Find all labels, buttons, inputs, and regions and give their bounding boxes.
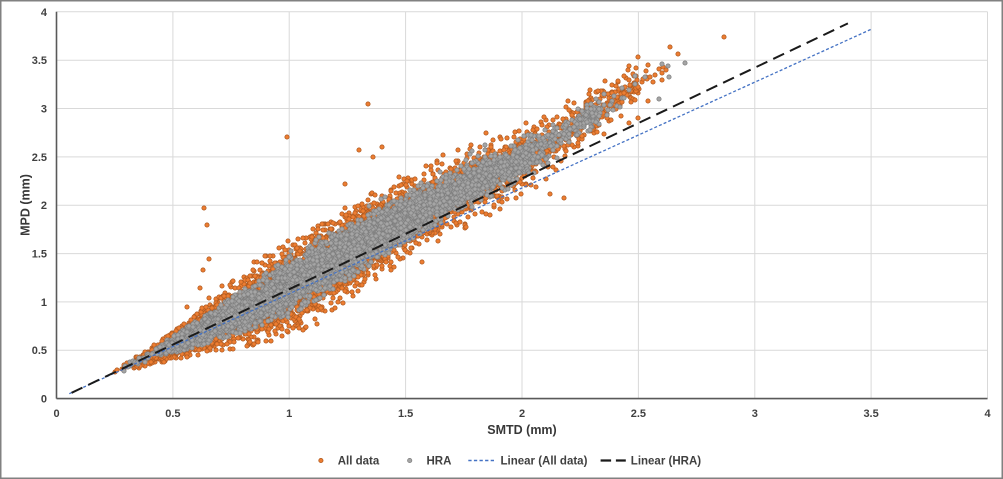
svg-text:SMTD (mm): SMTD (mm): [487, 423, 556, 437]
svg-text:1.5: 1.5: [32, 249, 47, 261]
svg-text:HRA: HRA: [427, 456, 452, 468]
svg-text:2.5: 2.5: [32, 152, 47, 164]
svg-text:4: 4: [984, 408, 991, 420]
svg-text:0: 0: [41, 394, 47, 406]
svg-text:4: 4: [41, 7, 48, 19]
svg-text:1: 1: [41, 297, 47, 309]
svg-text:Linear (All data): Linear (All data): [501, 456, 588, 468]
svg-text:3: 3: [752, 408, 758, 420]
svg-text:2: 2: [41, 200, 47, 212]
svg-text:2.5: 2.5: [631, 408, 646, 420]
svg-text:1: 1: [286, 408, 292, 420]
svg-text:3: 3: [41, 104, 47, 116]
svg-text:MPD (mm): MPD (mm): [19, 174, 33, 236]
svg-text:0.5: 0.5: [32, 345, 47, 357]
svg-text:2: 2: [519, 408, 525, 420]
svg-text:3.5: 3.5: [863, 408, 878, 420]
svg-text:All data: All data: [338, 456, 380, 468]
svg-text:Linear (HRA): Linear (HRA): [631, 456, 701, 468]
svg-text:1.5: 1.5: [398, 408, 413, 420]
svg-text:0.5: 0.5: [165, 408, 180, 420]
svg-text:3.5: 3.5: [32, 55, 47, 67]
svg-text:0: 0: [53, 408, 59, 420]
